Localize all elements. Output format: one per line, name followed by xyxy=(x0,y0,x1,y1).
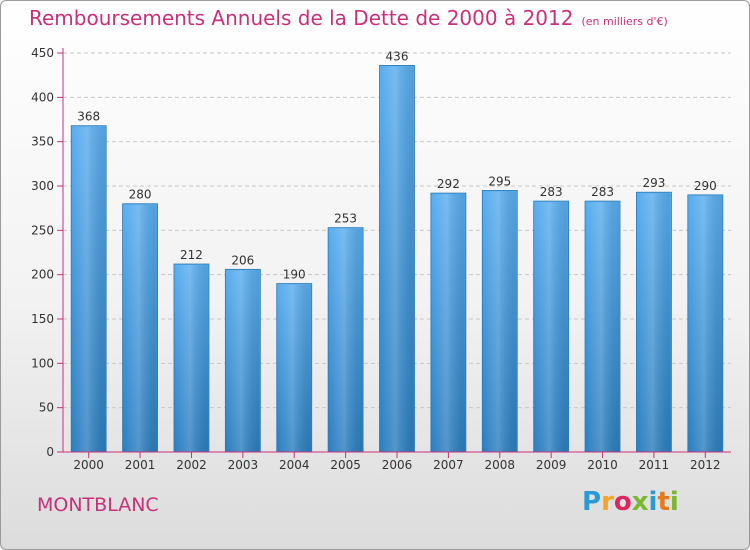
bar-value-label: 283 xyxy=(540,185,563,199)
x-tick-label: 2001 xyxy=(125,458,156,472)
y-tick-label: 150 xyxy=(31,312,54,326)
bar-shine xyxy=(277,284,311,452)
chart-title: Remboursements Annuels de la Dette de 20… xyxy=(29,6,668,30)
bar-shine xyxy=(431,194,465,453)
logo-letter: t xyxy=(657,487,670,517)
x-tick-label: 2010 xyxy=(587,458,618,472)
bar-shine xyxy=(483,191,517,452)
logo-letter: o xyxy=(613,487,632,517)
y-tick-label: 200 xyxy=(31,268,54,282)
bar-shine xyxy=(534,202,568,452)
bar-value-label: 368 xyxy=(77,110,100,124)
y-tick-label: 50 xyxy=(39,401,54,415)
y-tick-label: 100 xyxy=(31,356,54,370)
x-tick-label: 2006 xyxy=(382,458,413,472)
bar-value-label: 290 xyxy=(694,179,717,193)
bar-value-label: 293 xyxy=(642,176,665,190)
bar-value-label: 206 xyxy=(231,253,254,267)
bar-value-label: 295 xyxy=(488,174,511,188)
bar-value-label: 190 xyxy=(283,268,306,282)
bar-shine xyxy=(380,66,414,452)
bar-shine xyxy=(586,202,620,452)
bar-value-label: 280 xyxy=(129,188,152,202)
x-tick-label: 2008 xyxy=(484,458,515,472)
bar-value-label: 436 xyxy=(386,49,409,63)
y-tick-label: 300 xyxy=(31,179,54,193)
bar-shine xyxy=(72,126,106,452)
x-tick-label: 2003 xyxy=(228,458,259,472)
y-tick-label: 450 xyxy=(31,46,54,60)
bar-shine xyxy=(123,204,157,452)
logo-letter: r xyxy=(601,487,614,517)
bar-value-label: 212 xyxy=(180,248,203,262)
y-tick-label: 250 xyxy=(31,223,54,237)
x-tick-label: 2009 xyxy=(536,458,567,472)
logo-letter: i xyxy=(648,487,658,517)
x-tick-label: 2004 xyxy=(279,458,310,472)
bar-shine xyxy=(329,228,363,452)
bar-value-label: 253 xyxy=(334,212,357,226)
logo-letter: x xyxy=(631,487,649,517)
y-tick-label: 400 xyxy=(31,90,54,104)
logo-letter: P xyxy=(582,487,602,517)
x-tick-label: 2012 xyxy=(690,458,721,472)
bar-shine xyxy=(226,270,260,452)
x-tick-label: 2005 xyxy=(330,458,361,472)
logo-letter: i xyxy=(669,487,679,517)
commune-name: MONTBLANC xyxy=(37,494,159,516)
bar-value-label: 292 xyxy=(437,177,460,191)
y-tick-label: 350 xyxy=(31,135,54,149)
proxiti-logo: Proxiti xyxy=(582,487,679,517)
x-tick-label: 2002 xyxy=(176,458,207,472)
x-tick-label: 2007 xyxy=(433,458,464,472)
chart-subtitle: (en milliers d'€) xyxy=(581,15,668,28)
bar-shine xyxy=(637,193,671,452)
y-tick-label: 0 xyxy=(46,445,54,459)
x-tick-label: 2011 xyxy=(639,458,670,472)
bar-shine xyxy=(688,195,722,452)
bar-shine xyxy=(174,265,208,452)
x-tick-label: 2000 xyxy=(73,458,104,472)
bar-value-label: 283 xyxy=(591,185,614,199)
